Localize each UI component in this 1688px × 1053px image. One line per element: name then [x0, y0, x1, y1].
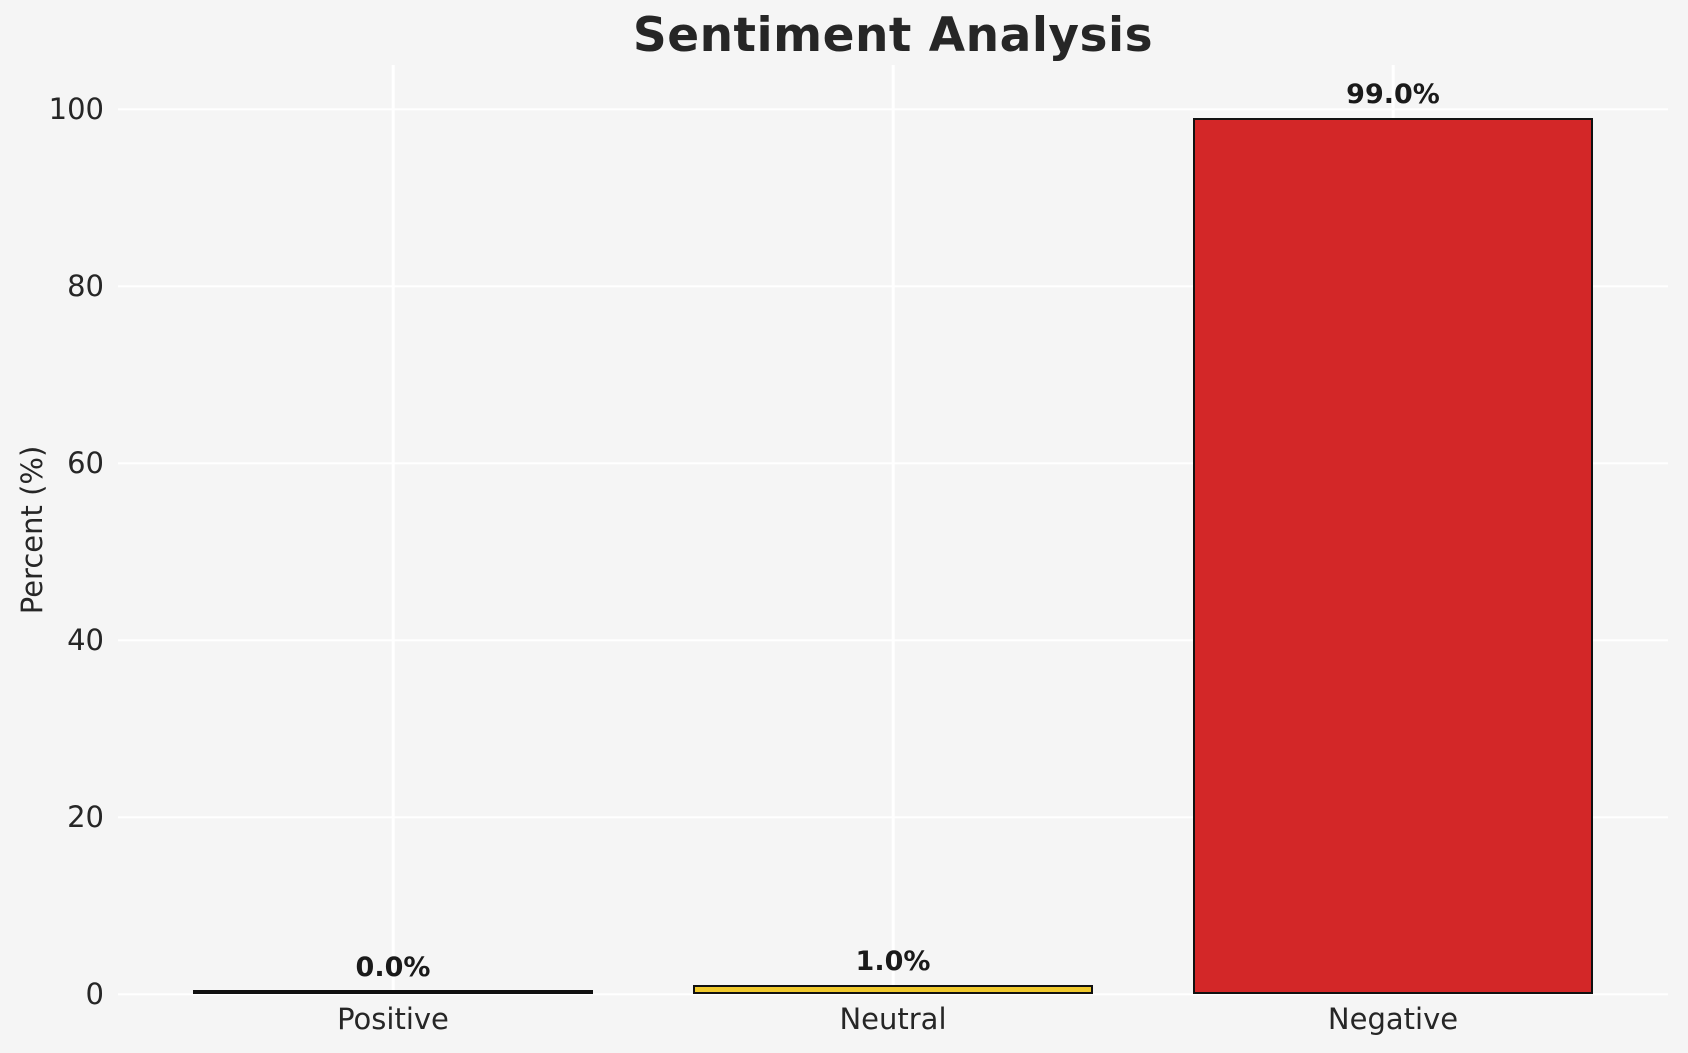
- bar-value-label: 99.0%: [1346, 79, 1440, 111]
- y-tick-label: 40: [67, 623, 104, 658]
- bar-neutral: [693, 985, 1093, 994]
- x-tick-label-neutral: Neutral: [839, 1002, 947, 1036]
- chart-title: Sentiment Analysis: [632, 8, 1154, 63]
- y-tick-label: 100: [48, 92, 104, 127]
- y-tick-label: 20: [67, 800, 104, 835]
- bar-negative: [1193, 118, 1593, 994]
- gridline-vertical: [391, 65, 395, 994]
- y-tick-label: 80: [67, 269, 104, 304]
- plot-area: 0.0% 1.0% 99.0%: [118, 65, 1668, 996]
- gridline-horizontal: [118, 992, 1668, 996]
- y-tick-label: 60: [67, 446, 104, 481]
- bar-value-label: 0.0%: [355, 952, 431, 983]
- bar-value-label: 1.0%: [855, 946, 931, 978]
- y-tick-label: 0: [85, 977, 104, 1011]
- bar-positive: [193, 990, 593, 994]
- x-tick-label-negative: Negative: [1327, 1002, 1459, 1036]
- gridline-vertical: [891, 65, 895, 994]
- x-tick-label-positive: Positive: [337, 1002, 449, 1036]
